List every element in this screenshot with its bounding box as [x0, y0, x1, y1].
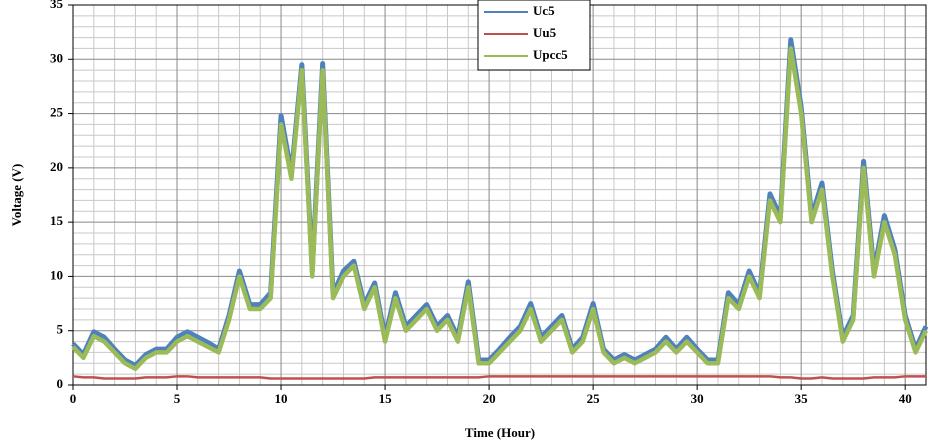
series-line	[72, 375, 926, 380]
legend-label: Uc5	[533, 3, 555, 18]
y-tick-label: 25	[50, 105, 64, 120]
x-tick-label: 20	[483, 391, 496, 406]
x-tick-label: 10	[275, 391, 288, 406]
y-tick-label: 10	[50, 267, 63, 282]
x-tick-label: 30	[691, 391, 704, 406]
y-tick-label: 5	[57, 322, 64, 337]
x-tick-label: 35	[795, 391, 809, 406]
x-tick-label: 15	[379, 391, 393, 406]
y-tick-label: 15	[50, 213, 64, 228]
y-tick-label: 0	[57, 376, 64, 391]
legend-label: Upcc5	[533, 47, 568, 62]
y-tick-label: 20	[50, 159, 63, 174]
legend-label: Uu5	[533, 25, 557, 40]
y-tick-label: 35	[50, 0, 64, 11]
x-tick-label: 5	[174, 391, 181, 406]
x-tick-label: 25	[587, 391, 601, 406]
y-axis-label: Voltage (V)	[9, 164, 24, 227]
x-tick-label: 0	[70, 391, 77, 406]
series-line	[71, 46, 929, 371]
x-axis-label: Time (Hour)	[465, 425, 535, 440]
x-tick-label: 40	[899, 391, 912, 406]
y-tick-label: 30	[50, 50, 63, 65]
